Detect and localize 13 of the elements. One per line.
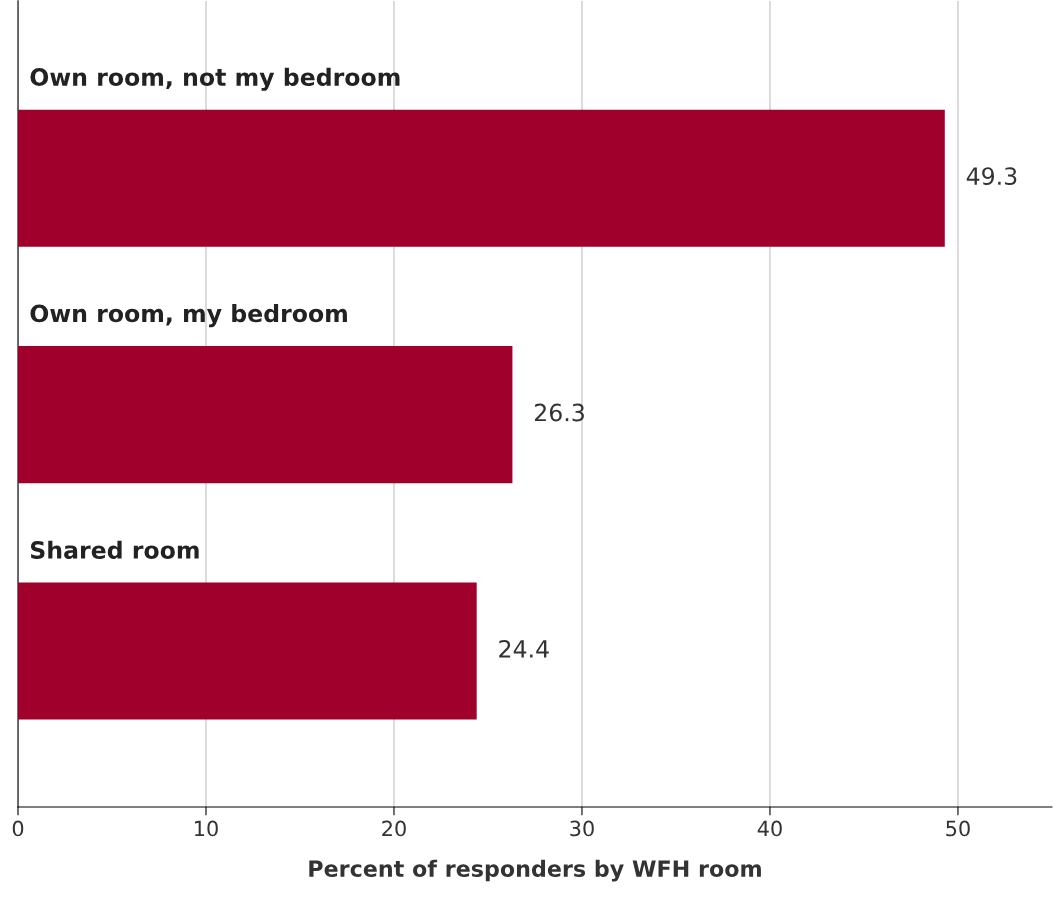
y-tick-label: Shared room [30, 540, 199, 559]
x-tick-label: 50 [946, 820, 970, 837]
x-tick-label: 30 [570, 820, 594, 837]
x-axis-title: Percent of responders by WFH room [309, 859, 761, 882]
x-tick-label: 0 [12, 820, 24, 837]
y-tick-label: Own room, my bedroom [30, 304, 347, 328]
data-label: 26.3 [534, 403, 584, 422]
x-tick-label: 20 [382, 820, 406, 837]
data-label: 24.4 [499, 639, 549, 658]
x-tick-label: 40 [757, 820, 782, 837]
y-tick-label: Own room, not my bedroom [30, 67, 400, 91]
x-tick-label: 10 [195, 820, 218, 837]
data-label: 49.3 [966, 167, 1017, 186]
